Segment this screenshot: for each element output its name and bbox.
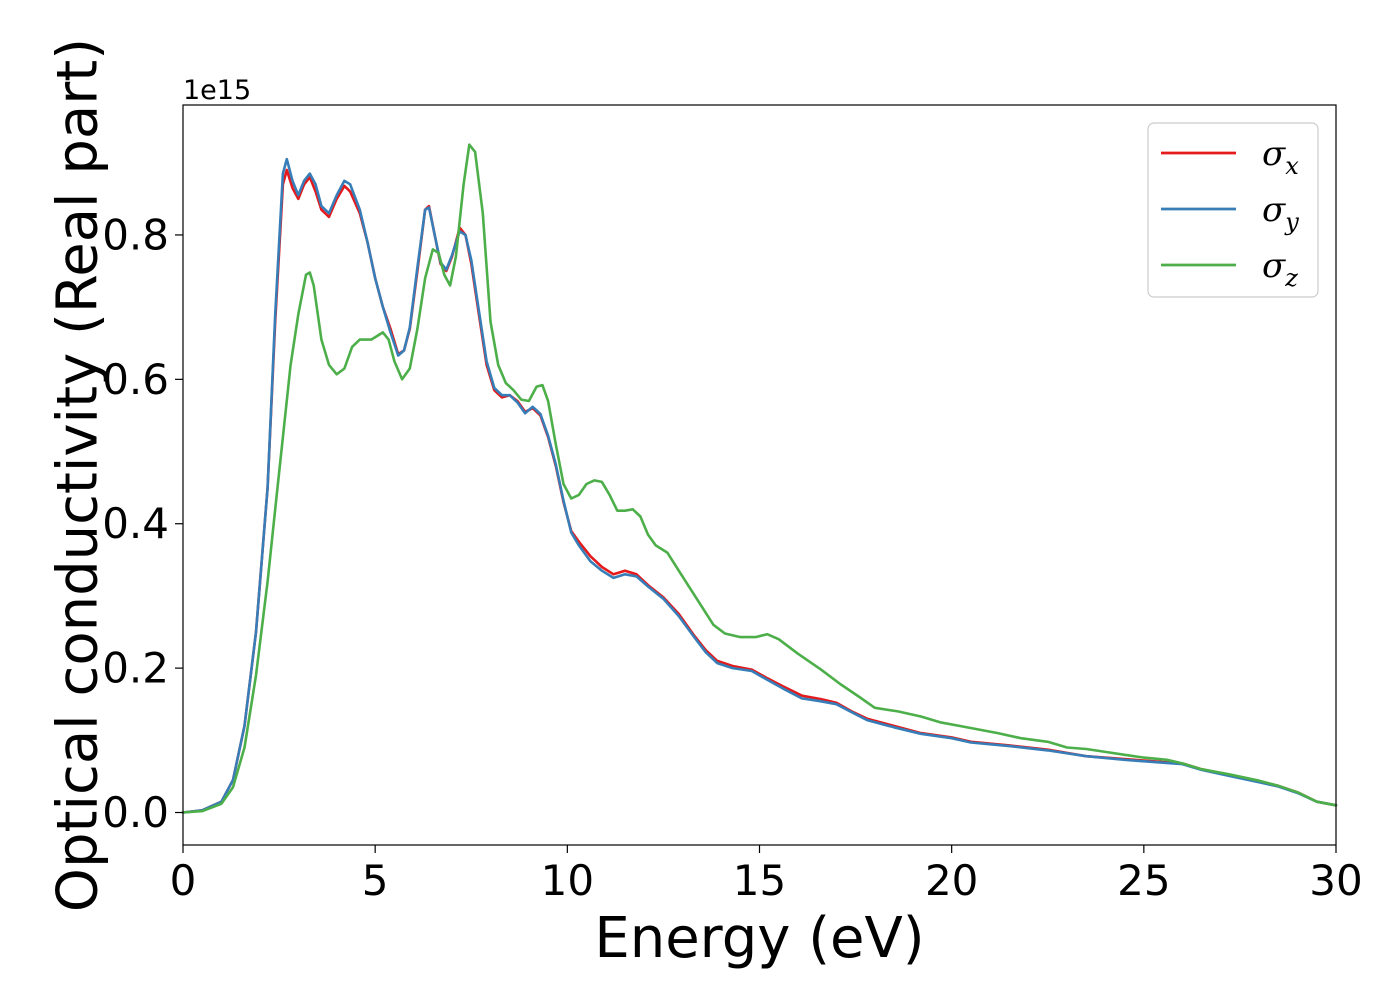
x-tick-label: 0 — [170, 856, 197, 905]
legend-label-subscript: z — [1284, 264, 1298, 292]
legend-label-z: σz — [1262, 246, 1298, 292]
legend-label-symbol: σ — [1262, 134, 1286, 174]
y-tick-label: 0.2 — [102, 644, 169, 693]
x-tick-label: 20 — [925, 856, 978, 905]
y-tick-label: 0.4 — [102, 499, 169, 548]
x-tick-label: 10 — [541, 856, 594, 905]
y-tick-label: 0.0 — [102, 788, 169, 837]
x-tick-label: 25 — [1117, 856, 1170, 905]
y-axis-title-group: Optical conductivity (Real part) — [46, 38, 111, 912]
y-tick-label: 0.8 — [102, 210, 169, 259]
series-line-y — [181, 157, 1338, 814]
y-axis-ticks: 0.0 0.2 0.4 0.6 0.8 — [102, 210, 183, 837]
legend-label-x: σx — [1262, 134, 1299, 180]
legend-label-symbol: σ — [1262, 246, 1286, 286]
x-tick-label: 15 — [733, 856, 786, 905]
x-tick-label: 5 — [362, 856, 389, 905]
series-group — [181, 143, 1338, 814]
x-axis-title: Energy (eV) — [594, 906, 924, 971]
x-tick-label: 30 — [1309, 856, 1362, 905]
y-tick-label: 0.6 — [102, 355, 169, 404]
legend-label-y: σy — [1262, 190, 1299, 236]
legend-label-subscript: x — [1285, 152, 1299, 180]
series-line-z — [181, 143, 1338, 814]
y-axis-title: Optical conductivity (Real part) — [46, 38, 111, 912]
x-axis-ticks: 0 5 10 15 20 25 30 — [170, 845, 1363, 905]
legend-label-subscript: y — [1284, 208, 1299, 236]
legend-label-symbol: σ — [1262, 190, 1286, 230]
y-axis-offset-label: 1e15 — [183, 75, 251, 106]
